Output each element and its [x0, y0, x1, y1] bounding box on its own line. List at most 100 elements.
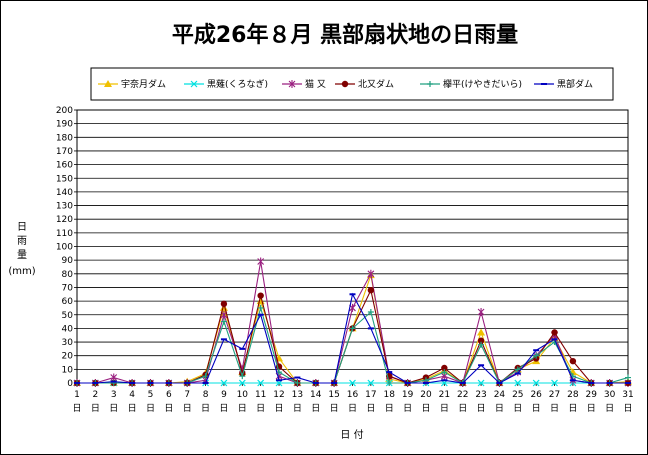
- y-tick-label: 120: [56, 215, 73, 225]
- data-point: [404, 382, 411, 384]
- legend-label: 欅平(けやきだいら): [443, 79, 522, 90]
- series-lines: [73, 257, 632, 387]
- x-tick-suffix: 日: [91, 403, 100, 414]
- data-point: [110, 380, 117, 383]
- legend-marker: [541, 83, 547, 85]
- x-tick-suffix: 日: [477, 403, 486, 414]
- x-tick-label: 16: [347, 390, 359, 400]
- x-tick-label: 20: [420, 390, 432, 400]
- x-tick-suffix: 日: [513, 403, 522, 414]
- legend-item: 欅平(けやきだいら): [420, 79, 522, 90]
- data-point: [441, 379, 448, 382]
- data-point: [257, 257, 265, 266]
- x-tick-label: 6: [166, 390, 172, 400]
- y-tick-label: 10: [62, 365, 74, 375]
- x-tick-label: 21: [439, 390, 450, 400]
- data-point: [514, 379, 522, 387]
- x-tick-suffix: 日: [532, 403, 541, 414]
- x-tick-label: 24: [494, 390, 506, 400]
- data-point: [569, 357, 577, 365]
- x-tick-suffix: 日: [605, 403, 614, 414]
- x-tick-label: 29: [586, 390, 598, 400]
- y-tick-label: 110: [56, 229, 73, 239]
- y-tick-label: 0: [67, 379, 73, 389]
- legend-label: 黒薙(くろなぎ): [207, 78, 268, 90]
- legend-item: 黒薙(くろなぎ): [184, 78, 268, 90]
- legend-marker: [427, 81, 433, 87]
- x-tick-label: 1: [74, 390, 80, 400]
- data-point: [257, 304, 264, 311]
- data-point: [532, 379, 540, 387]
- data-point: [514, 372, 521, 375]
- data-point: [477, 328, 486, 336]
- y-tick-label: 70: [62, 283, 74, 293]
- data-point: [257, 313, 264, 316]
- data-point: [459, 382, 466, 384]
- y-tick-label: 30: [62, 338, 74, 348]
- data-point: [422, 382, 429, 384]
- y-tick-label: 150: [56, 174, 73, 184]
- legend-marker: [190, 80, 198, 88]
- x-tick-suffix: 日: [238, 403, 247, 414]
- data-point: [606, 382, 613, 384]
- x-tick-label: 22: [457, 390, 468, 400]
- y-axis-title-char: 日: [17, 222, 27, 233]
- y-tick-label: 200: [56, 106, 73, 116]
- y-axis-title-char: 雨: [17, 236, 27, 247]
- x-tick-suffix: 日: [201, 403, 210, 414]
- data-point: [551, 379, 558, 387]
- data-point: [184, 382, 191, 384]
- y-tick-label: 40: [62, 324, 74, 334]
- x-tick-suffix: 日: [458, 403, 467, 414]
- data-point: [477, 379, 485, 387]
- y-tick-labels: 0 10 20 30 40 50 60 70 80 90 100 110 120 130 140 150 160…: [56, 106, 73, 389]
- data-point: [533, 352, 540, 359]
- data-point: [551, 338, 558, 341]
- legend-item: 猫 又: [282, 78, 326, 90]
- data-point: [294, 376, 301, 379]
- y-tick-label: 140: [56, 188, 73, 198]
- data-point: [386, 371, 393, 374]
- y-tick-label: 20: [62, 352, 74, 362]
- x-tick-suffix: 日: [421, 403, 430, 414]
- legend-label: 猫 又: [305, 78, 326, 90]
- legend-label: 北又ダム: [358, 78, 394, 90]
- y-tick-label: 100: [56, 243, 73, 253]
- data-point: [367, 379, 375, 387]
- y-tick-label: 180: [56, 133, 73, 143]
- legend-label: 宇奈月ダム: [121, 78, 166, 90]
- data-point: [514, 366, 521, 373]
- x-tick-suffix: 日: [311, 403, 320, 414]
- y-axis-title: 日雨量: [17, 222, 27, 261]
- data-point: [92, 382, 99, 384]
- x-tick-labels: 1日2日3日4日5日6日7日8日9日10日11日12日13日14日15日16日1…: [72, 390, 633, 414]
- x-tick-suffix: 日: [385, 403, 394, 414]
- data-point: [367, 309, 374, 316]
- legend-marker: [104, 80, 112, 87]
- x-tick-suffix: 日: [146, 403, 155, 414]
- x-tick-suffix: 日: [330, 403, 339, 414]
- x-tick-suffix: 日: [348, 403, 357, 414]
- y-tick-label: 190: [56, 120, 73, 130]
- x-axis-title: 日 付: [340, 428, 363, 441]
- data-point: [220, 338, 227, 341]
- x-tick-suffix: 日: [403, 403, 412, 414]
- x-tick-suffix: 日: [275, 403, 284, 414]
- legend-item: 宇奈月ダム: [98, 78, 166, 90]
- x-tick-label: 31: [622, 390, 633, 400]
- data-point: [239, 347, 246, 350]
- x-tick-suffix: 日: [587, 403, 596, 414]
- data-point: [349, 325, 356, 332]
- data-point: [331, 382, 338, 384]
- data-point: [257, 379, 265, 387]
- x-tick-suffix: 日: [128, 403, 137, 414]
- x-tick-label: 14: [310, 390, 322, 400]
- chart-title: 平成26年８月 黒部扇状地の日雨量: [172, 22, 518, 48]
- legend: 宇奈月ダム 黒薙(くろなぎ) 猫 又 北又ダム 欅平(けやきだいら) 黒部ダム: [90, 67, 614, 101]
- data-point: [625, 374, 631, 381]
- data-point: [220, 318, 227, 325]
- x-tick-suffix: 日: [495, 403, 504, 414]
- x-tick-suffix: 日: [366, 403, 375, 414]
- data-point: [129, 382, 136, 384]
- x-tick-label: 11: [255, 390, 266, 400]
